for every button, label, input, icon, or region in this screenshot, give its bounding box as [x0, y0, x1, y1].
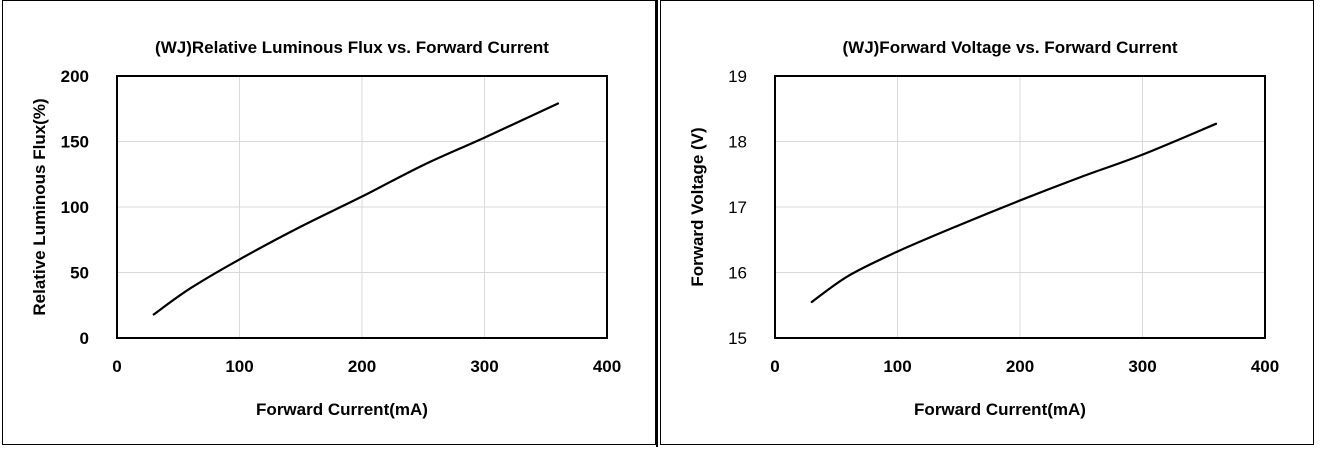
chart-luminous-flux: 0 100 200 300 400 0 50 100 150 200 (WJ)Relative Lu… [30, 38, 621, 419]
chart-panel-forward-voltage: 0 100 200 300 400 15 16 17 18 19 (WJ)Forward Volta… [660, 0, 1314, 445]
y-tick-label: 18 [728, 133, 747, 152]
x-tick-label: 100 [225, 357, 253, 376]
x-tick-label: 0 [770, 357, 779, 376]
series-line [810, 122, 1218, 304]
chart-forward-voltage: 0 100 200 300 400 15 16 17 18 19 (WJ)Forward Volta… [688, 38, 1279, 419]
x-tick-label: 200 [1006, 357, 1034, 376]
y-tick-label: 16 [728, 264, 747, 283]
y-tick-label: 50 [70, 264, 89, 283]
y-tick-label: 150 [61, 133, 89, 152]
panel-divider [656, 0, 658, 447]
y-tick-label: 19 [728, 67, 747, 86]
chart-title: (WJ)Forward Voltage vs. Forward Current [842, 38, 1177, 57]
y-axis-label: Forward Voltage (V) [688, 127, 707, 286]
chart-title: (WJ)Relative Luminous Flux vs. Forward C… [155, 38, 549, 57]
plot-area-border [774, 75, 1266, 339]
x-tick-label: 0 [112, 357, 121, 376]
x-tick-label: 300 [470, 357, 498, 376]
x-tick-label: 300 [1128, 357, 1156, 376]
x-tick-label: 100 [883, 357, 911, 376]
x-tick-label: 400 [593, 357, 621, 376]
y-tick-label: 0 [80, 329, 89, 348]
y-axis-label: Relative Luminous Flux(%) [30, 98, 49, 315]
plot-area-border [116, 75, 608, 339]
series-line [152, 102, 560, 316]
y-tick-label: 200 [61, 67, 89, 86]
chart-panel-luminous-flux: 0 100 200 300 400 0 50 100 150 200 (WJ)Relative Lu… [2, 0, 656, 445]
x-tick-label: 400 [1251, 357, 1279, 376]
x-tick-label: 200 [348, 357, 376, 376]
y-tick-label: 100 [61, 198, 89, 217]
y-tick-label: 17 [728, 198, 747, 217]
x-axis-label: Forward Current(mA) [914, 400, 1086, 419]
x-axis-label: Forward Current(mA) [256, 400, 428, 419]
y-tick-label: 15 [728, 329, 747, 348]
